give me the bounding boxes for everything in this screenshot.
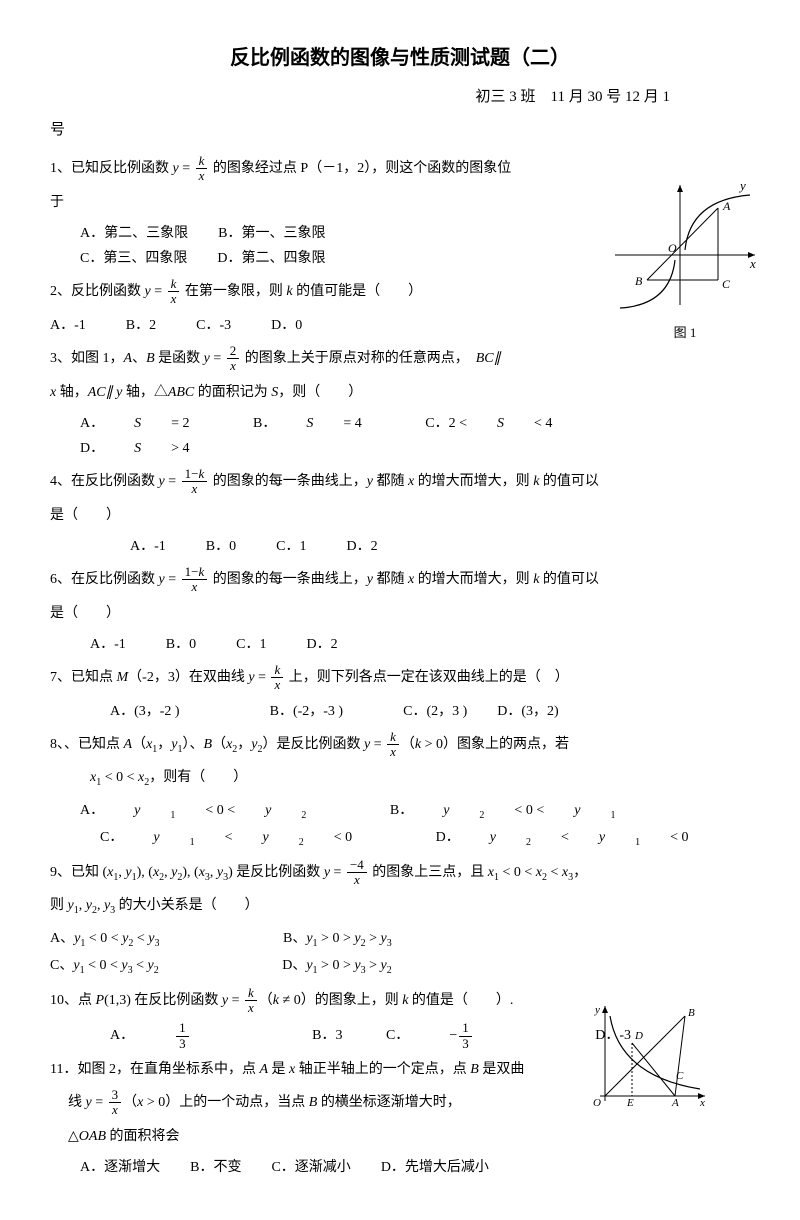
svg-text:E: E	[626, 1097, 634, 1109]
question-6-options: A．-1B．0C．1D．2	[90, 632, 750, 657]
subtitle: 初三 3 班 11 月 30 号 12 月 1	[50, 84, 750, 111]
figure-2: O E A B C D y x	[590, 1001, 710, 1120]
question-6-cont: 是（ ）	[50, 601, 750, 626]
question-8-line2: x1 < 0 < x2，则有（ ）	[90, 765, 750, 792]
question-8-options: A．y1 < 0 < y2 B．y2 < 0 < y1 C．y1 < y2 < …	[80, 798, 750, 852]
question-3: 3、如图 1，A、B 是函数 y = 2x 的图象上关于原点对称的任意两点， B…	[50, 344, 750, 374]
question-2: 2、反比例函数 y = kx 在第一象限，则 k 的值可能是（ ）	[50, 277, 750, 307]
question-9: 9、已知 (x1, y1), (x2, y2), (x3, y3) 是反比例函数…	[50, 858, 750, 888]
question-1-cont: 于	[50, 190, 750, 215]
question-9-line2: 则 y1, y2, y3 的大小关系是（ ）	[50, 893, 750, 920]
question-11-line3: △OAB 的面积将会	[68, 1124, 750, 1149]
svg-text:B: B	[688, 1007, 695, 1019]
question-7: 7、已知点 M（-2，3）在双曲线 y = kx 上，则下列各点一定在该双曲线上…	[50, 663, 750, 693]
question-1: 1、已知反比例函数 y = kx 的图象经过点 P（－1，2），则这个函数的图象…	[50, 154, 750, 184]
figure-1-label: 图 1	[610, 321, 760, 344]
question-4-cont: 是（ ）	[50, 503, 750, 528]
question-4-options: A．-1B．0C．1D．2	[130, 534, 750, 559]
question-9-options: A、y1 < 0 < y2 < y3 B、y1 > 0 > y2 > y3 C、…	[50, 926, 750, 980]
svg-text:x: x	[749, 256, 756, 271]
question-7-options: A．(3，-2 )B．(-2，-3 )C．(2，3 )D．(3，2)	[110, 699, 750, 724]
question-4: 4、在反比例函数 y = 1−kx 的图象的每一条曲线上，y 都随 x 的增大而…	[50, 467, 750, 497]
hao-line: 号	[50, 117, 750, 144]
question-6: 6、在反比例函数 y = 1−kx 的图象的每一条曲线上，y 都随 x 的增大而…	[50, 565, 750, 595]
question-3-line2: x 轴，AC∥ y 轴，△ABC 的面积记为 S，则（ ）	[50, 380, 750, 405]
svg-text:x: x	[699, 1097, 705, 1109]
svg-text:y: y	[594, 1004, 600, 1016]
question-3-options: A．S = 2 B．S = 4 C．2 < S < 4 D．S > 4	[80, 411, 750, 461]
question-11-options: A．逐渐增大B．不变C．逐渐减小D．先增大后减小	[80, 1155, 750, 1180]
page-title: 反比例函数的图像与性质测试题（二）	[50, 40, 750, 76]
svg-text:D: D	[634, 1030, 643, 1042]
question-8: 8、、已知点 A（x1，y1）、B（x2，y2）是反比例函数 y = kx（k …	[50, 730, 750, 760]
svg-text:C: C	[676, 1070, 684, 1082]
svg-text:O: O	[593, 1097, 601, 1109]
svg-text:O: O	[668, 241, 677, 255]
svg-text:A: A	[671, 1097, 679, 1109]
